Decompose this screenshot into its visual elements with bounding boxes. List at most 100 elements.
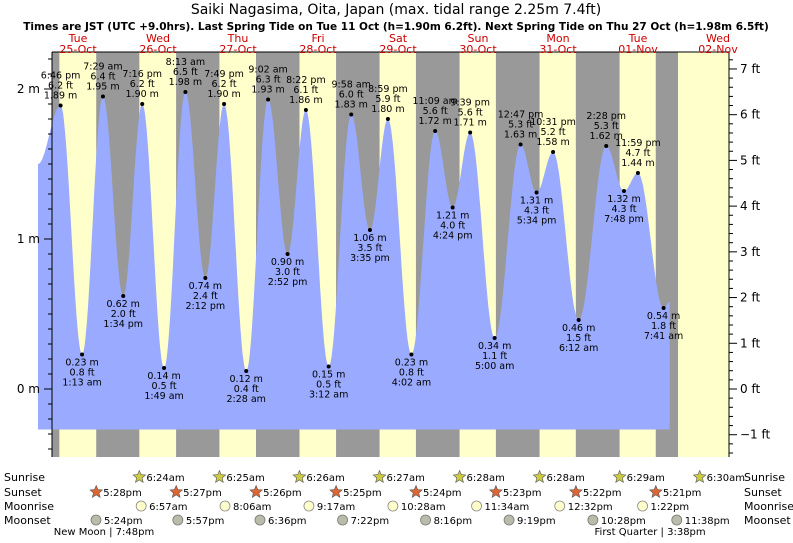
- tide-point: [349, 112, 354, 117]
- sunrise-time: 6:28am: [547, 473, 585, 484]
- tide-point: [518, 142, 523, 147]
- tide-point: [635, 171, 640, 175]
- tide-label: 3.5 ft: [357, 243, 382, 254]
- tide-label: 3.0 ft: [275, 267, 300, 278]
- sunrise-icon: [212, 469, 227, 483]
- tide-label: 1.89 m: [44, 91, 77, 102]
- tide-label: 3:12 am: [309, 390, 348, 401]
- sunrise-time: 6:29am: [627, 473, 665, 484]
- moonrise-icon: [303, 500, 315, 512]
- tide-label: 6.0 ft: [339, 90, 364, 101]
- tide-label: 5.6 ft: [423, 106, 448, 117]
- tide-point: [183, 90, 188, 94]
- tide-point: [58, 103, 63, 108]
- tide-label: 1.21 m: [436, 211, 469, 222]
- tide-point: [80, 352, 85, 357]
- ft-tick-label: 5 ft: [740, 153, 760, 167]
- moonset-icon: [420, 514, 431, 526]
- sunset-icon: [249, 484, 264, 498]
- day-of-week-label: Thu: [227, 32, 249, 45]
- date-label: 01-Nov: [618, 43, 658, 56]
- tide-labels: 6:46 pm6.2 ft1.89 m0.23 m0.8 ft1:13 am7:…: [41, 57, 684, 405]
- tide-label: 11:59 pm: [615, 138, 661, 149]
- tide-point: [326, 364, 331, 369]
- moonrise-row-label-right: Moonrise: [744, 500, 793, 513]
- tide-label: 1:13 am: [62, 378, 101, 389]
- tide-label: 7:48 pm: [604, 214, 644, 225]
- moonset-time: 6:36pm: [268, 516, 307, 527]
- tide-label: 1:49 am: [144, 391, 183, 402]
- ft-tick-label: 4 ft: [740, 199, 760, 213]
- tide-point: [534, 190, 539, 195]
- day-of-week-label: Sat: [389, 32, 408, 45]
- tide-point: [385, 117, 390, 121]
- chart-subtitle: Times are JST (UTC +9.0hrs). Last Spring…: [23, 21, 769, 33]
- tide-label: 0.23 m: [395, 358, 428, 369]
- sunset-time: 5:26pm: [263, 488, 302, 499]
- tide-point: [492, 336, 497, 340]
- tide-label: 4.0 ft: [440, 221, 465, 232]
- ft-tick-label: 0 ft: [740, 382, 760, 396]
- sunset-icon: [648, 484, 663, 498]
- tide-point: [409, 352, 414, 357]
- tide-label: 0.62 m: [107, 299, 140, 310]
- tide-label: 1.44 m: [621, 158, 654, 169]
- tide-point: [100, 94, 105, 99]
- day-of-week-label: Tue: [628, 32, 648, 45]
- tide-label: 7:49 pm: [204, 69, 244, 80]
- tide-label: 0.5 ft: [316, 380, 341, 391]
- tide-point: [140, 102, 145, 106]
- sunset-time: 5:24pm: [423, 488, 462, 499]
- day-of-week-label: Fri: [311, 32, 324, 45]
- tide-label: 6:46 pm: [41, 71, 81, 82]
- moonset-icon: [172, 514, 184, 526]
- tide-label: 0.54 m: [647, 311, 680, 322]
- sunset-icon: [169, 484, 184, 498]
- tide-label: 2:52 pm: [268, 277, 308, 288]
- tide-label: 1:34 pm: [103, 319, 143, 330]
- tide-label: 1.71 m: [453, 118, 486, 129]
- moonrise-time: 1:22pm: [651, 502, 690, 513]
- tide-label: 4.3 ft: [611, 204, 636, 215]
- tide-label: 6.2 ft: [130, 79, 155, 90]
- sunset-icon: [329, 484, 343, 498]
- tide-point: [576, 318, 581, 322]
- tide-label: 5:34 pm: [517, 216, 557, 227]
- tide-label: 1.8 ft: [651, 321, 676, 332]
- tide-label: 2:28 pm: [586, 111, 626, 122]
- sunset-time: 5:23pm: [503, 488, 542, 499]
- tide-point: [285, 252, 290, 256]
- moonrise-time: 8:06am: [233, 502, 271, 513]
- sunset-time: 5:28pm: [103, 488, 142, 499]
- tide-label: 7:29 am: [83, 62, 122, 73]
- sunrise-time: 6:26am: [306, 473, 344, 484]
- moonset-time: 9:19pm: [517, 516, 556, 527]
- sunrise-time: 6:25am: [226, 473, 264, 484]
- tide-label: 1.90 m: [126, 89, 159, 100]
- tide-label: 0.34 m: [478, 341, 511, 352]
- tide-label: 1.98 m: [169, 77, 202, 88]
- tide-label: 5.2 ft: [541, 127, 566, 138]
- moonrise-time: 9:17am: [317, 502, 355, 513]
- date-label: 30-Oct: [459, 43, 497, 56]
- tide-point: [450, 205, 455, 210]
- tide-label: 4.7 ft: [625, 148, 650, 159]
- moonset-icon: [671, 514, 683, 526]
- tide-label: 1.62 m: [590, 131, 623, 142]
- tide-label: 2:12 pm: [186, 301, 226, 312]
- tide-label: 3:35 pm: [350, 253, 390, 264]
- sunrise-time: 6:30am: [707, 473, 745, 484]
- moonrise-time: 10:28am: [401, 502, 446, 513]
- tide-point: [244, 369, 249, 373]
- tide-label: 7:16 pm: [122, 69, 162, 80]
- m-tick-label: 0 m: [17, 382, 40, 396]
- tide-label: 6.3 ft: [256, 75, 281, 86]
- sunrise-time: 6:27am: [386, 473, 424, 484]
- sunrise-icon: [132, 469, 147, 483]
- day-of-week-label: Wed: [706, 32, 730, 45]
- moonrise-icon: [471, 500, 482, 512]
- date-label: 26-Oct: [139, 43, 177, 56]
- tide-label: 1.58 m: [536, 137, 569, 148]
- moonset-icon: [587, 514, 599, 526]
